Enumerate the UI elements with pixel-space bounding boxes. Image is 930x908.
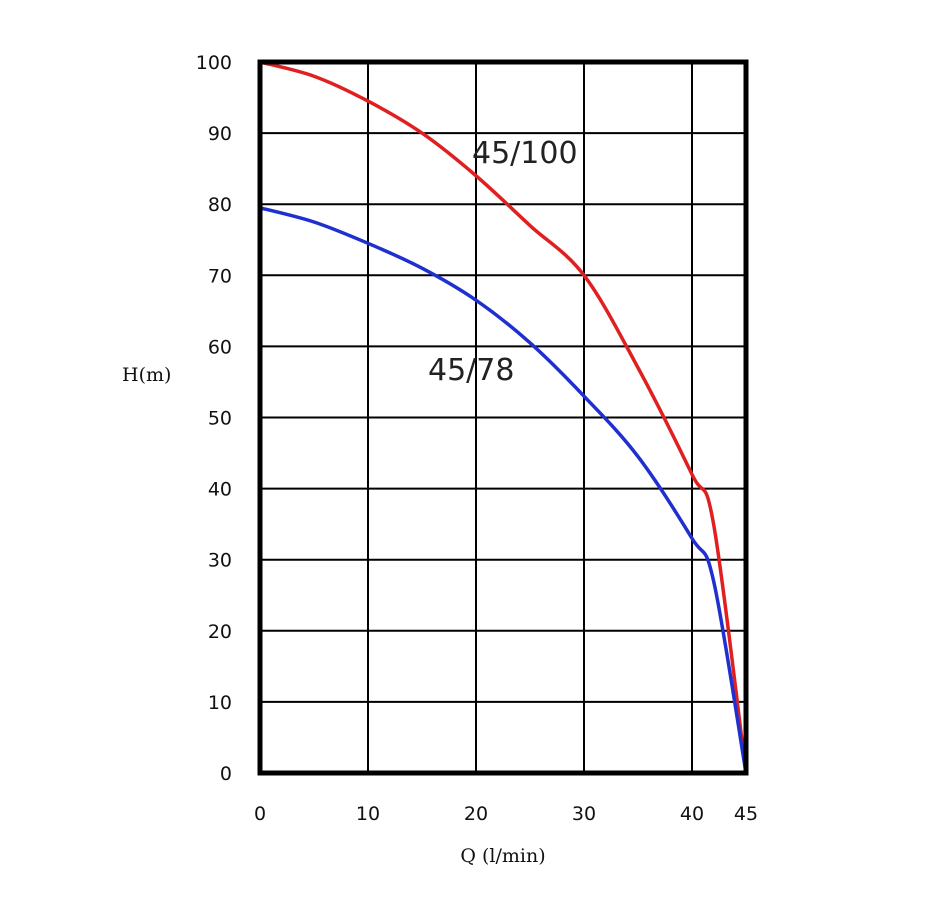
y-tick-label: 80 (208, 194, 232, 216)
y-axis-label: H(m) (122, 364, 171, 386)
grid-lines (260, 62, 746, 773)
y-tick-label: 100 (196, 52, 232, 74)
y-tick-label: 20 (208, 621, 232, 643)
x-tick-label: 20 (464, 803, 488, 825)
y-tick-label: 30 (208, 550, 232, 572)
x-tick-label: 10 (356, 803, 380, 825)
series-label-45-100: 45/100 (472, 136, 578, 171)
y-tick-label: 60 (208, 336, 232, 358)
x-tick-label: 40 (680, 803, 704, 825)
y-tick-label: 50 (208, 408, 232, 430)
curves (259, 60, 748, 774)
plot-frame (257, 59, 749, 776)
y-tick-label: 90 (208, 123, 232, 145)
y-tick-label: 10 (208, 692, 232, 714)
y-tick-labels: 0 10 20 30 40 50 60 70 80 90 100 (196, 52, 232, 785)
y-tick-label: 70 (208, 265, 232, 287)
x-tick-labels: 0 10 20 30 40 45 (254, 803, 758, 825)
series-line-45-100 (259, 60, 748, 774)
y-tick-label: 0 (220, 763, 232, 785)
y-tick-label: 40 (208, 479, 232, 501)
x-tick-label: 45 (734, 803, 758, 825)
x-tick-label: 30 (572, 803, 596, 825)
x-tick-label: 0 (254, 803, 266, 825)
series-label-45-78: 45/78 (428, 353, 514, 388)
series-line-45-78 (259, 206, 748, 774)
x-axis-label: Q (l/min) (460, 845, 545, 867)
